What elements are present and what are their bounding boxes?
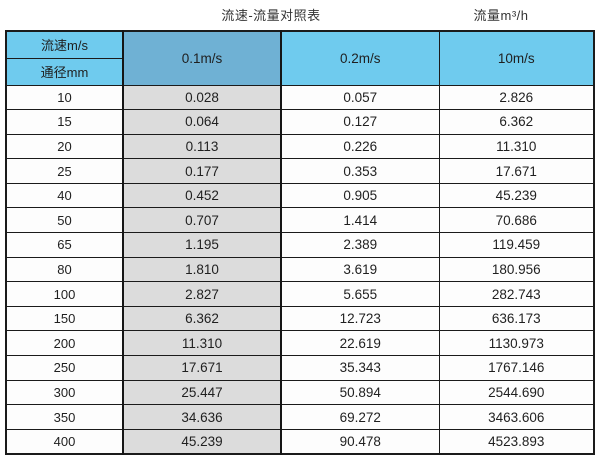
flow-cell-0.2: 0.905 xyxy=(280,182,440,209)
flow-cell-0.1: 0.113 xyxy=(122,133,282,160)
table-row: 250 17.671 35.343 1767.146 xyxy=(5,355,595,381)
diameter-cell: 40 xyxy=(5,182,124,209)
flow-cell-0.1: 11.310 xyxy=(122,330,282,357)
table-row: 400 45.239 90.478 4523.893 xyxy=(5,428,595,455)
col-header-10ms: 10m/s xyxy=(438,30,595,86)
table-row: 40 0.452 0.905 45.239 xyxy=(5,182,595,209)
flow-cell-0.2: 12.723 xyxy=(280,305,440,332)
diameter-cell: 200 xyxy=(5,330,124,357)
flow-cell-0.2: 90.478 xyxy=(280,428,440,455)
flow-cell-0.1: 2.827 xyxy=(122,281,282,307)
diameter-cell: 65 xyxy=(5,232,124,258)
diameter-cell: 150 xyxy=(5,305,124,332)
flow-cell-10: 636.173 xyxy=(438,305,595,332)
diameter-cell: 80 xyxy=(5,256,124,283)
header-row-2: 通径mm xyxy=(5,57,594,86)
flow-cell-10: 119.459 xyxy=(438,232,595,258)
table-row: 15 0.064 0.127 6.362 xyxy=(5,109,595,135)
header-row-1: 流速m/s 0.1m/s 0.2m/s 10m/s xyxy=(5,30,595,86)
flow-cell-0.2: 1.414 xyxy=(280,207,440,234)
table-row: 20 0.113 0.226 11.310 xyxy=(5,133,595,160)
diameter-cell: 25 xyxy=(5,158,124,184)
flow-cell-0.1: 0.452 xyxy=(122,182,282,209)
diameter-cell: 300 xyxy=(5,379,124,406)
flow-cell-0.2: 0.353 xyxy=(280,158,440,184)
col-header-0.1ms: 0.1m/s xyxy=(122,30,282,86)
flow-cell-10: 2.826 xyxy=(438,84,595,111)
flow-cell-0.1: 0.707 xyxy=(122,207,282,234)
flow-cell-0.2: 35.343 xyxy=(280,355,440,381)
diameter-cell: 100 xyxy=(5,281,124,307)
table-row: 10 0.028 0.057 2.826 xyxy=(5,84,595,111)
flow-cell-10: 1130.973 xyxy=(438,330,595,357)
flow-cell-0.2: 50.894 xyxy=(280,379,440,406)
flow-cell-0.1: 6.362 xyxy=(122,305,282,332)
col-header-0.2ms: 0.2m/s xyxy=(280,30,440,86)
flow-cell-10: 6.362 xyxy=(438,109,595,135)
flow-cell-0.1: 45.239 xyxy=(122,428,282,455)
table-row: 25 0.177 0.353 17.671 xyxy=(5,158,595,184)
table-row: 150 6.362 12.723 636.173 xyxy=(5,305,595,332)
flow-cell-0.2: 0.057 xyxy=(280,84,440,111)
diameter-cell: 10 xyxy=(5,84,124,111)
flow-cell-10: 3463.606 xyxy=(438,404,595,430)
flow-cell-10: 282.743 xyxy=(438,281,595,307)
table-row: 200 11.310 22.619 1130.973 xyxy=(5,330,595,357)
flow-cell-0.1: 1.195 xyxy=(122,232,282,258)
table-title: 流速-流量对照表 xyxy=(221,8,321,23)
flow-cell-10: 2544.690 xyxy=(438,379,595,406)
flow-cell-10: 180.956 xyxy=(438,256,595,283)
diameter-cell: 20 xyxy=(5,133,124,160)
table-row: 65 1.195 2.389 119.459 xyxy=(5,232,595,258)
table-row: 300 25.447 50.894 2544.690 xyxy=(5,379,595,406)
diameter-cell: 50 xyxy=(5,207,124,234)
flow-cell-10: 70.686 xyxy=(438,207,595,234)
diameter-cell: 250 xyxy=(5,355,124,381)
flow-cell-0.1: 0.177 xyxy=(122,158,282,184)
flow-cell-0.1: 0.064 xyxy=(122,109,282,135)
flow-cell-10: 1767.146 xyxy=(438,355,595,381)
flow-cell-0.2: 0.226 xyxy=(280,133,440,160)
flow-cell-0.2: 5.655 xyxy=(280,281,440,307)
flow-cell-0.2: 0.127 xyxy=(280,109,440,135)
flow-cell-0.2: 3.619 xyxy=(280,256,440,283)
flow-cell-0.2: 69.272 xyxy=(280,404,440,430)
flow-cell-10: 4523.893 xyxy=(438,428,595,455)
flow-cell-0.1: 25.447 xyxy=(122,379,282,406)
flow-cell-0.1: 1.810 xyxy=(122,256,282,283)
diameter-cell: 15 xyxy=(5,109,124,135)
velocity-flow-table: 流速m/s 0.1m/s 0.2m/s 10m/s 通径mm 10 0.028 … xyxy=(5,30,595,455)
flow-cell-0.1: 34.636 xyxy=(122,404,282,430)
table-row: 80 1.810 3.619 180.956 xyxy=(5,256,595,283)
corner-diameter-label: 通径mm xyxy=(5,57,124,86)
table-row: 100 2.827 5.655 282.743 xyxy=(5,281,595,307)
flow-cell-0.1: 0.028 xyxy=(122,84,282,111)
flow-unit-label: 流量m³/h xyxy=(473,8,529,23)
table-row: 50 0.707 1.414 70.686 xyxy=(5,207,595,234)
corner-velocity-label: 流速m/s xyxy=(5,30,124,59)
diameter-cell: 400 xyxy=(5,428,124,455)
diameter-cell: 350 xyxy=(5,404,124,430)
flow-cell-10: 17.671 xyxy=(438,158,595,184)
flow-cell-10: 11.310 xyxy=(438,133,595,160)
flow-cell-0.2: 2.389 xyxy=(280,232,440,258)
table-row: 350 34.636 69.272 3463.606 xyxy=(5,404,595,430)
flow-cell-10: 45.239 xyxy=(438,182,595,209)
flow-cell-0.1: 17.671 xyxy=(122,355,282,381)
flow-cell-0.2: 22.619 xyxy=(280,330,440,357)
